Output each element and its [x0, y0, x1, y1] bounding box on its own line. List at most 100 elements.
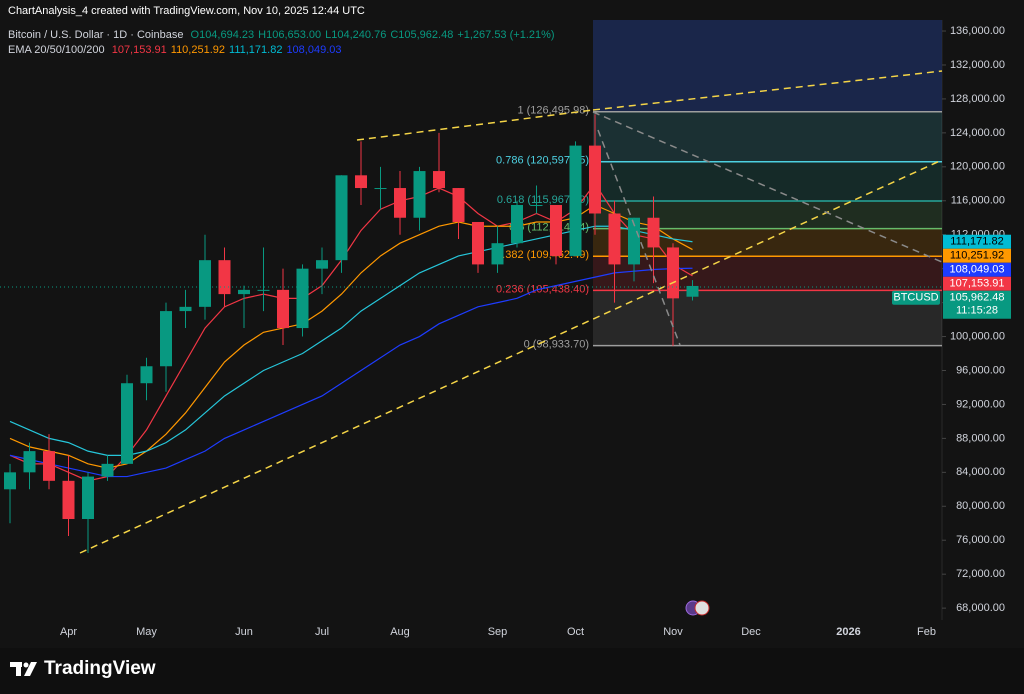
price-marker	[943, 262, 1011, 277]
x-tick-label: Feb	[917, 626, 936, 638]
fib-zone	[593, 161, 942, 202]
candle-body	[452, 188, 465, 222]
ema-values: 107,153.91 110,251.92 111,171.82 108,049.03	[112, 44, 346, 56]
event-icons	[685, 600, 710, 616]
fib-label: 0.382 (109,462.49)	[496, 249, 589, 261]
x-tick-label: Jun	[235, 626, 253, 638]
candle-body	[101, 463, 114, 477]
candle-body	[4, 472, 16, 490]
symbol-row: Bitcoin / U.S. Dollar · 1D · Coinbase O1…	[8, 28, 559, 43]
x-tick-label: Jul	[315, 626, 329, 638]
ema-line	[9, 267, 693, 478]
candle-body	[472, 221, 484, 265]
candle-body	[43, 451, 55, 481]
price-marker-label: 105,962.48	[949, 292, 1004, 304]
footer: TradingView	[10, 656, 156, 682]
symbol: Bitcoin / U.S. Dollar · 1D · Coinbase	[8, 29, 184, 41]
candle-body	[530, 205, 543, 207]
price-marker-label: 110,251.92	[950, 250, 1004, 262]
candle-body	[569, 145, 582, 256]
countdown: 11:15:28	[956, 305, 998, 317]
logo-text: TradingView	[44, 658, 156, 679]
candle-body	[491, 243, 504, 265]
candle-body	[413, 171, 426, 218]
candle-body	[257, 289, 270, 291]
trend-line	[592, 111, 943, 263]
candle-body	[335, 175, 348, 261]
x-tick-label: Dec	[741, 626, 761, 638]
candle-body	[23, 451, 36, 473]
candle-body	[511, 205, 523, 244]
candle-body	[589, 145, 601, 214]
y-tick-label: 68,000.00	[956, 602, 1005, 614]
channel-lower	[79, 159, 943, 554]
y-tick-label: 76,000.00	[956, 534, 1005, 546]
candle-body	[647, 217, 660, 248]
legend: ChartAnalysis_4 created with TradingView…	[8, 4, 559, 58]
fib-label: 0.5 (112,714.84)	[509, 222, 589, 234]
fib-zone	[593, 256, 942, 291]
symbol-tag: BTCUSD	[893, 292, 938, 304]
event-icon	[694, 600, 710, 616]
candle-body	[238, 289, 250, 295]
ema-value: 111,171.82	[229, 44, 283, 56]
price-marker-label: 107,153.91	[949, 278, 1004, 290]
x-tick-label: Oct	[567, 626, 584, 638]
fib-label: 0.786 (120,597.65)	[496, 155, 589, 167]
price-marker-label: 108,049.03	[949, 264, 1004, 276]
fib-zone	[593, 111, 942, 162]
candle-body	[667, 247, 679, 299]
y-tick-label: 136,000.00	[950, 25, 1005, 37]
x-tick-label: Apr	[60, 626, 77, 638]
y-tick-label: 72,000.00	[956, 568, 1005, 580]
chart: 1 (126,495.98) 0.786 (120,597.65) 0.618 (1…	[0, 20, 1011, 638]
candle-body	[199, 260, 211, 307]
candle-body	[296, 268, 309, 329]
x-tick-label: 2026	[836, 626, 860, 638]
y-tick-label: 120,000.00	[950, 161, 1005, 173]
y-tick-label: 92,000.00	[956, 398, 1005, 410]
candle-body	[608, 213, 621, 265]
fib-label: 0.236 (105,438.40)	[496, 283, 589, 295]
x-tick-label: Sep	[488, 626, 508, 638]
candle-body	[550, 205, 562, 256]
y-tick-label: 116,000.00	[951, 195, 1005, 207]
fib-extension-zone	[593, 20, 942, 112]
y-tick-label: 124,000.00	[950, 127, 1005, 139]
fib-label: 0.618 (115,967.19)	[497, 194, 589, 206]
candle-body	[140, 366, 153, 384]
candle-body	[160, 311, 172, 367]
y-tick-label: 100,000.00	[950, 330, 1005, 342]
y-tick-label: 80,000.00	[956, 500, 1005, 512]
candle-body	[316, 260, 328, 269]
candle-body	[686, 285, 699, 297]
trend-line	[597, 129, 681, 346]
candle-body	[394, 188, 406, 218]
y-tick-label: 128,000.00	[950, 93, 1005, 105]
logo-mark	[10, 662, 37, 676]
channel-upper-ext	[592, 70, 943, 111]
candle-body	[62, 480, 75, 520]
x-tick-label: Aug	[390, 626, 410, 638]
trend-drawings	[79, 70, 943, 554]
price-marker	[943, 290, 1011, 319]
symbol-tag-bg	[892, 290, 940, 305]
fib-label: 1 (126,495.98)	[517, 105, 589, 117]
candle-body	[277, 289, 289, 329]
x-tick-label: May	[136, 626, 157, 638]
ema-value: 107,153.91	[111, 44, 167, 56]
fib-zone	[593, 290, 942, 346]
ema-value: 108,049.03	[286, 44, 342, 56]
x-tick-label: Nov	[663, 626, 683, 638]
y-tick-label: 96,000.00	[956, 364, 1005, 376]
candle-body	[179, 306, 192, 312]
candle-body	[355, 175, 367, 189]
candle-body	[433, 171, 445, 189]
attribution: ChartAnalysis_4 created with TradingView…	[8, 5, 365, 17]
ohlc-value: L104,240.76	[325, 29, 387, 41]
ema-row: EMA 20/50/100/200 107,153.91 110,251.92 11…	[8, 43, 559, 58]
y-tick-label: 84,000.00	[956, 466, 1005, 478]
ohlc-value: C105,962.48	[390, 29, 454, 41]
price-marker	[943, 248, 1011, 263]
